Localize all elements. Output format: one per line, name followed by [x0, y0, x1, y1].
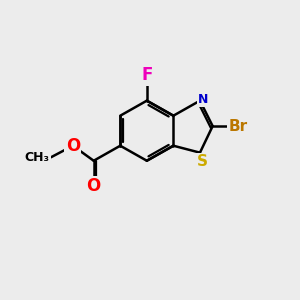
Text: O: O — [66, 137, 80, 155]
Text: S: S — [197, 154, 208, 169]
Text: F: F — [141, 66, 152, 84]
Text: Br: Br — [229, 118, 247, 134]
Text: CH₃: CH₃ — [25, 151, 50, 164]
Text: O: O — [87, 177, 101, 195]
Text: N: N — [197, 93, 208, 106]
